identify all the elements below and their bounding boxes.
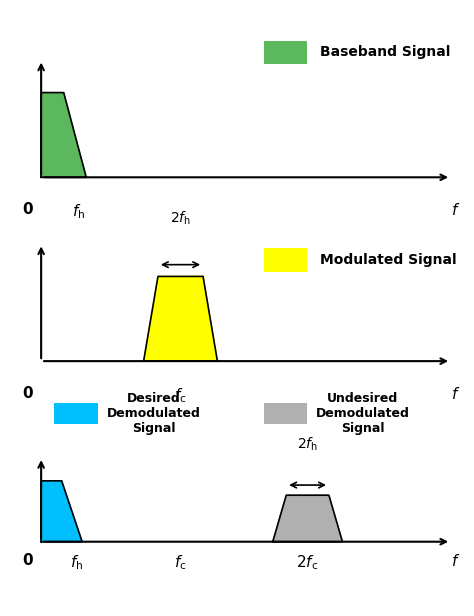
FancyBboxPatch shape bbox=[264, 248, 307, 272]
Polygon shape bbox=[144, 277, 218, 361]
Text: Desired
Demodulated
Signal: Desired Demodulated Signal bbox=[107, 392, 201, 435]
Text: $2f_\mathrm{h}$: $2f_\mathrm{h}$ bbox=[170, 209, 191, 227]
Text: $f_\mathrm{h}$: $f_\mathrm{h}$ bbox=[72, 202, 85, 221]
Text: $f$: $f$ bbox=[451, 386, 460, 402]
Text: 0: 0 bbox=[23, 386, 33, 401]
FancyBboxPatch shape bbox=[264, 41, 307, 65]
Text: $2f_\mathrm{h}$: $2f_\mathrm{h}$ bbox=[297, 436, 318, 453]
Polygon shape bbox=[41, 92, 86, 177]
Text: 0: 0 bbox=[23, 202, 33, 217]
Text: Baseband Signal: Baseband Signal bbox=[320, 46, 451, 60]
Text: Undesired
Demodulated
Signal: Undesired Demodulated Signal bbox=[316, 392, 410, 435]
Text: $f$: $f$ bbox=[451, 202, 460, 218]
Text: Modulated Signal: Modulated Signal bbox=[320, 253, 457, 267]
Polygon shape bbox=[273, 495, 342, 541]
Text: $f$: $f$ bbox=[451, 553, 460, 569]
Text: $2f_\mathrm{c}$: $2f_\mathrm{c}$ bbox=[296, 553, 319, 572]
Text: $f_\mathrm{h}$: $f_\mathrm{h}$ bbox=[70, 553, 83, 572]
Text: 0: 0 bbox=[23, 553, 33, 568]
FancyBboxPatch shape bbox=[54, 403, 98, 424]
FancyBboxPatch shape bbox=[264, 403, 307, 424]
Polygon shape bbox=[41, 481, 82, 541]
Text: $f_\mathrm{c}$: $f_\mathrm{c}$ bbox=[174, 386, 187, 405]
Text: $f_\mathrm{c}$: $f_\mathrm{c}$ bbox=[174, 553, 187, 572]
